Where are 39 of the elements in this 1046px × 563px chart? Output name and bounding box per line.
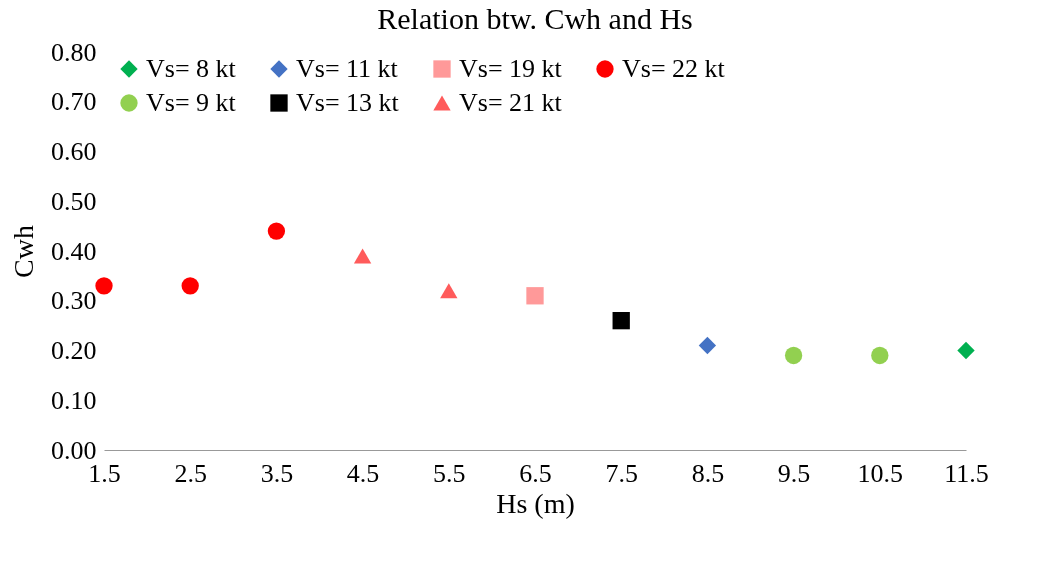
x-tick-label: 8.5	[691, 458, 725, 488]
legend-label: Vs= 21 kt	[459, 88, 563, 117]
point	[267, 222, 286, 240]
y-tick-label: 0.50	[51, 186, 97, 216]
point	[957, 341, 975, 360]
point	[95, 277, 113, 295]
legend-label: Vs= 8 kt	[146, 54, 237, 83]
point	[612, 311, 630, 330]
x-tick-label: 10.5	[857, 458, 904, 488]
point	[440, 283, 458, 299]
y-tick-label: 0.80	[51, 37, 97, 67]
point	[181, 277, 199, 295]
x-tick-label: 11.5	[944, 458, 989, 488]
y-tick-label: 0.40	[51, 236, 97, 266]
point	[526, 287, 544, 305]
y-axis-title: Cwh	[8, 225, 39, 278]
y-tick-label: 0.20	[51, 336, 97, 365]
x-tick-label: 5.5	[433, 458, 466, 488]
point	[353, 248, 372, 264]
legend-label: Vs= 9 kt	[146, 88, 237, 117]
x-tick-label: 9.5	[777, 458, 811, 488]
point	[784, 346, 803, 365]
x-tick-label: 6.5	[519, 458, 552, 488]
legend-label: Vs= 11 kt	[296, 54, 399, 83]
x-axis-title: Hs (m)	[496, 487, 575, 519]
chart-title: Relation btw. Cwh and Hs	[377, 2, 693, 35]
x-tick-label: 7.5	[605, 458, 638, 488]
y-tick-label: 0.30	[51, 286, 97, 316]
point	[698, 336, 717, 355]
x-tick-label: 2.5	[174, 458, 207, 488]
x-tick-label: 3.5	[260, 458, 294, 488]
y-tick-label: 0.60	[51, 137, 97, 166]
x-tick-label: 4.5	[346, 458, 380, 488]
y-tick-label: 0.10	[51, 385, 97, 415]
legend-label: Vs= 13 kt	[296, 88, 400, 117]
point	[871, 346, 889, 365]
legend-label: Vs= 19 kt	[459, 54, 563, 83]
y-tick-label: 0.70	[51, 87, 97, 117]
legend-label: Vs= 22 kt	[622, 54, 726, 83]
